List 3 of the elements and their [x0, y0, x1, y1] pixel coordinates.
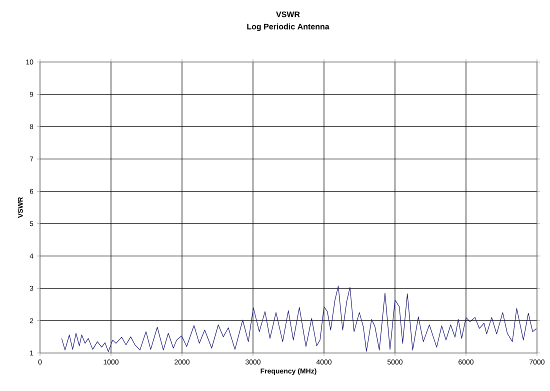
chart-title: VSWR	[276, 12, 300, 18]
chart-subtitle: Log Periodic Antenna	[247, 24, 330, 32]
line-series	[61, 286, 537, 352]
